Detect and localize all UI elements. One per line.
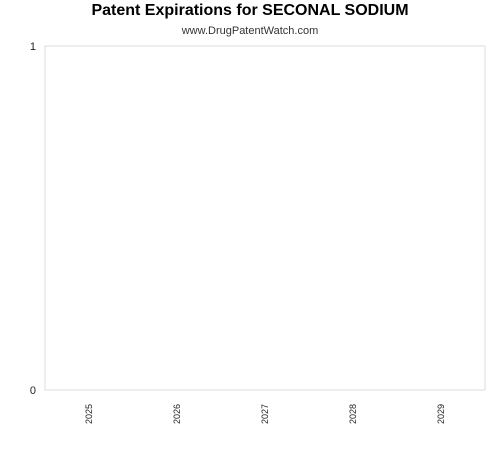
- x-tick-label: 2028: [348, 404, 358, 424]
- chart-title: Patent Expirations for SECONAL SODIUM: [91, 2, 409, 19]
- x-tick-label: 2027: [260, 404, 270, 424]
- y-tick-label: 0: [30, 385, 36, 397]
- y-axis: 01: [30, 41, 36, 397]
- x-tick-label: 2029: [436, 404, 446, 424]
- y-tick-label: 1: [30, 41, 36, 53]
- chart-subtitle: www.DrugPatentWatch.com: [181, 25, 319, 37]
- plot-area: [44, 45, 486, 391]
- x-tick-label: 2025: [84, 404, 94, 424]
- x-tick-label: 2026: [172, 404, 182, 424]
- x-axis: 2025 2026 2027 2028 2029: [84, 404, 446, 424]
